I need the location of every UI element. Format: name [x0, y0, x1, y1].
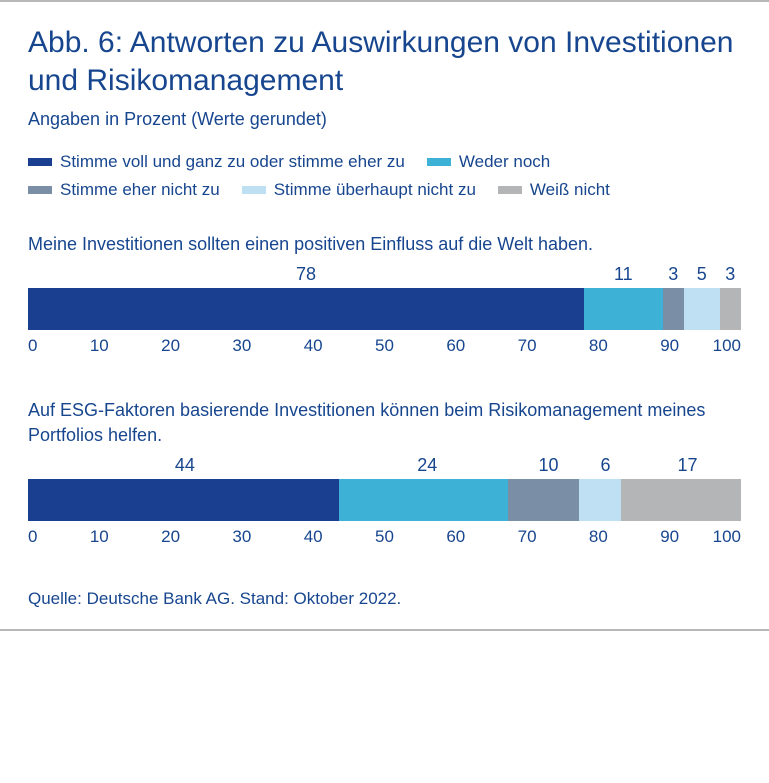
x-axis: 0 10 20 30 40 50 60 70 80 90 100 [28, 336, 741, 358]
axis-tick: 10 [90, 527, 109, 547]
legend-label: Stimme überhaupt nicht zu [274, 180, 476, 200]
legend-item: Weiß nicht [498, 180, 610, 200]
value-label: 3 [725, 264, 735, 285]
bar-segment [339, 479, 508, 521]
axis-tick: 50 [375, 336, 394, 356]
question-text: Auf ESG-Faktoren basierende Investitione… [28, 398, 741, 447]
bar-segment [663, 288, 684, 330]
axis-tick: 80 [589, 336, 608, 356]
value-label: 11 [614, 264, 633, 285]
legend-swatch [427, 158, 451, 166]
axis-tick: 0 [28, 336, 37, 356]
axis-tick: 90 [660, 336, 679, 356]
legend-label: Stimme voll und ganz zu oder stimme eher… [60, 152, 405, 172]
chart-title: Abb. 6: Antworten zu Auswirkungen von In… [28, 24, 741, 99]
bar-segment [508, 479, 579, 521]
legend-item: Stimme überhaupt nicht zu [242, 180, 476, 200]
value-label: 78 [296, 264, 316, 285]
question-text: Meine Investitionen sollten einen positi… [28, 232, 741, 256]
source-text: Quelle: Deutsche Bank AG. Stand: Oktober… [28, 589, 741, 609]
value-labels: 44 24 10 6 17 [28, 455, 741, 479]
x-axis: 0 10 20 30 40 50 60 70 80 90 100 [28, 527, 741, 549]
axis-tick: 70 [518, 336, 537, 356]
axis-tick: 100 [713, 336, 741, 356]
legend-swatch [498, 186, 522, 194]
bar-segment [579, 479, 621, 521]
charts-container: Meine Investitionen sollten einen positi… [28, 232, 741, 549]
bar-chart: Meine Investitionen sollten einen positi… [28, 232, 741, 358]
value-labels: 78 11 353 [28, 264, 741, 288]
legend-swatch [242, 186, 266, 194]
legend-label: Weiß nicht [530, 180, 610, 200]
bar-segment [684, 288, 720, 330]
bar-segment [720, 288, 741, 330]
axis-tick: 70 [518, 527, 537, 547]
legend-swatch [28, 186, 52, 194]
value-label: 24 [417, 455, 437, 476]
legend-swatch [28, 158, 52, 166]
axis-tick: 0 [28, 527, 37, 547]
bar-segment [28, 288, 584, 330]
axis-tick: 30 [232, 336, 251, 356]
axis-tick: 20 [161, 527, 180, 547]
legend-label: Weder noch [459, 152, 550, 172]
value-label: 3 [668, 264, 678, 285]
stacked-bar [28, 479, 741, 521]
value-label: 6 [601, 455, 611, 476]
axis-tick: 40 [304, 336, 323, 356]
value-label: 44 [175, 455, 195, 476]
value-label: 10 [538, 455, 558, 476]
bar-segment [28, 479, 339, 521]
axis-tick: 60 [446, 527, 465, 547]
legend-label: Stimme eher nicht zu [60, 180, 220, 200]
axis-tick: 40 [304, 527, 323, 547]
bar-chart: Auf ESG-Faktoren basierende Investitione… [28, 398, 741, 549]
axis-tick: 10 [90, 336, 109, 356]
axis-tick: 30 [232, 527, 251, 547]
axis-tick: 60 [446, 336, 465, 356]
value-label: 17 [678, 455, 698, 476]
legend-item: Stimme voll und ganz zu oder stimme eher… [28, 152, 405, 172]
axis-tick: 100 [713, 527, 741, 547]
legend: Stimme voll und ganz zu oder stimme eher… [28, 152, 741, 200]
axis-tick: 20 [161, 336, 180, 356]
chart-card: Abb. 6: Antworten zu Auswirkungen von In… [0, 0, 769, 631]
stacked-bar [28, 288, 741, 330]
chart-subtitle: Angaben in Prozent (Werte gerundet) [28, 109, 741, 130]
bar-segment [584, 288, 662, 330]
value-label: 5 [697, 264, 707, 285]
legend-item: Stimme eher nicht zu [28, 180, 220, 200]
legend-item: Weder noch [427, 152, 550, 172]
axis-tick: 80 [589, 527, 608, 547]
axis-tick: 90 [660, 527, 679, 547]
axis-tick: 50 [375, 527, 394, 547]
bar-segment [621, 479, 741, 521]
